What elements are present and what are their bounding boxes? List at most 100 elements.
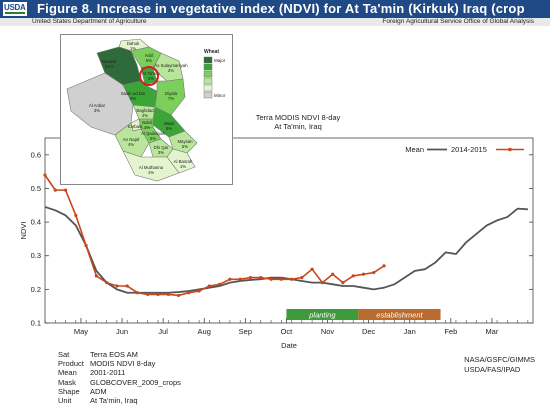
data-point xyxy=(146,292,150,297)
metadata-value: At Ta'min, Iraq xyxy=(90,396,138,406)
data-point xyxy=(207,284,211,288)
map-legend-swatch xyxy=(203,70,213,78)
metadata-key: Mean xyxy=(58,368,77,378)
data-point xyxy=(289,277,294,281)
map-region-label: As Sulaymaniyah xyxy=(154,63,188,68)
data-point xyxy=(53,188,57,192)
x-tick-label: Jun xyxy=(116,327,128,336)
map-region-pct: 7% xyxy=(168,96,174,101)
y-axis-label: NDVI xyxy=(19,222,28,240)
data-point xyxy=(331,272,335,276)
phase-label: planting xyxy=(308,311,336,320)
data-point xyxy=(300,275,304,280)
metadata-value: MODIS NDVI 8-day xyxy=(90,359,156,369)
data-point xyxy=(187,291,191,295)
chart-title-line: At Ta'min, Iraq xyxy=(274,122,322,131)
x-tick-label: Feb xyxy=(444,327,457,336)
usda-logo-text: USDA xyxy=(4,3,26,12)
data-point xyxy=(63,188,68,192)
x-tick-label: May xyxy=(74,327,88,336)
y-tick-label: 0.2 xyxy=(31,285,41,294)
map-region-pct: 2% xyxy=(168,68,174,73)
metadata-row: Sat Terra EOS AM xyxy=(58,350,181,359)
map-region-pct: 4% xyxy=(144,125,150,130)
map-region-label: Babil xyxy=(142,120,152,125)
data-point xyxy=(43,173,47,177)
data-point xyxy=(228,277,232,281)
x-tick-label: Aug xyxy=(198,327,211,336)
x-tick-label: Nov xyxy=(321,327,335,336)
map-region-diyala xyxy=(154,78,186,116)
agency-name: Foreign Agricultural Service Office of G… xyxy=(382,17,534,25)
map-region-pct: 21% xyxy=(105,64,114,69)
metadata-value: GLOBCOVER_2009_crops xyxy=(90,377,181,387)
map-region-label: Wasit xyxy=(164,121,175,126)
data-point xyxy=(382,264,386,268)
map-region-label: Dhi Qar xyxy=(154,145,169,150)
x-tick-label: Mar xyxy=(485,327,498,336)
metadata-row: Unit At Ta'min, Iraq xyxy=(58,396,181,405)
map-region-pct: 1% xyxy=(148,170,154,175)
data-point xyxy=(115,284,119,288)
map-region-label: Diyala xyxy=(165,91,178,96)
map-legend-swatch xyxy=(203,63,213,71)
data-point xyxy=(248,275,253,280)
metadata-row: Product MODIS NDVI 8-day xyxy=(58,359,181,368)
department-name: United States Department of Agriculture xyxy=(32,17,147,25)
data-point xyxy=(310,267,314,271)
y-tick-label: 0.6 xyxy=(31,150,41,159)
map-legend-swatch xyxy=(203,84,213,92)
data-point xyxy=(94,274,98,278)
map-region-label: Al Qadisiyah xyxy=(141,131,166,136)
credit-nasa: NASA/GSFC/GIMMS xyxy=(464,355,535,364)
series-line-2014-2015 xyxy=(44,174,385,297)
map-region-label: At Ta'min xyxy=(142,71,160,76)
data-point xyxy=(218,282,222,286)
map-region-pct: 1% xyxy=(130,46,136,51)
x-axis-label: Date xyxy=(281,341,297,350)
data-point xyxy=(361,272,366,276)
map-region-label: Baghdad xyxy=(136,108,154,113)
map-region-al-muthanna xyxy=(122,150,180,182)
map-region-pct: 1% xyxy=(180,164,186,169)
map-region-label: Arbil xyxy=(145,53,154,58)
map-region-maysan xyxy=(168,130,198,154)
map-region-pct: 4% xyxy=(128,142,134,147)
phase-bar-planting xyxy=(286,309,359,320)
data-point xyxy=(84,244,88,248)
data-point xyxy=(105,281,109,285)
credits: NASA/GSFC/GIMMS USDA/FAS/IPAD xyxy=(464,355,535,374)
phase-bar-establishment xyxy=(358,309,441,320)
map-legend-swatch xyxy=(203,56,213,64)
data-point xyxy=(125,284,129,288)
map-legend-minor: Minor xyxy=(214,93,226,98)
map-region-label: Maysan xyxy=(177,139,193,144)
metadata-key: Mask xyxy=(58,377,76,387)
map-region-pct: 4% xyxy=(142,113,148,118)
metadata-block: Sat Terra EOS AM Product MODIS NDVI 8-day Me… xyxy=(58,350,181,405)
chart-title-line: Terra MODIS NDVI 8-day xyxy=(256,113,341,122)
figure-title: Figure 8. Increase in vegetative index (… xyxy=(37,1,525,16)
map-region-pct: 3% xyxy=(94,108,100,113)
data-point xyxy=(166,292,170,297)
data-point xyxy=(259,275,263,280)
map-region-pct: 9% xyxy=(130,96,136,101)
map-legend-title: Wheat xyxy=(204,49,219,55)
metadata-row: Mean 2001-2011 xyxy=(58,368,181,377)
y-tick-label: 0.1 xyxy=(31,319,41,328)
metadata-key: Shape xyxy=(58,386,80,396)
sub-header xyxy=(0,18,550,26)
map-region-label: Al Muthanna xyxy=(139,165,164,170)
series-line-mean xyxy=(44,206,528,294)
data-point xyxy=(176,293,181,298)
data-point xyxy=(156,292,160,297)
legend-label-2014-2015: 2014-2015 xyxy=(451,145,487,154)
map-region-pct: 5% xyxy=(182,144,188,149)
y-tick-label: 0.4 xyxy=(31,218,41,227)
y-tick-label: 0.5 xyxy=(31,184,41,193)
phase-label: establishment xyxy=(376,311,423,320)
credit-usda: USDA/FAS/IPAD xyxy=(464,364,521,374)
map-legend-swatch xyxy=(203,77,213,85)
map-region-label: An Najaf xyxy=(123,137,140,142)
